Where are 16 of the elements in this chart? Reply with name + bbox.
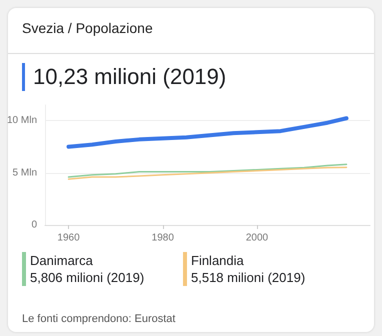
text: 5,806 milioni (2019) [30, 269, 144, 286]
chart-title: Svezia / Popolazione [22, 20, 153, 36]
text: Le fonti comprendono: Eurostat [22, 313, 176, 325]
x-tick-label: 1960 [57, 232, 80, 244]
x-tick-label: 1980 [152, 232, 174, 244]
chart-subtitle: 10,23 milioni (2019) [22, 63, 226, 91]
legend-label: Finlandia [191, 252, 245, 269]
legend-label: Danimarca [30, 252, 94, 269]
x-tick-label: 2000 [246, 232, 269, 244]
y-tick-label: 10 Mln [6, 115, 37, 126]
y-tick-label: 0 [31, 220, 38, 230]
text: 5,518 milioni (2019) [191, 269, 306, 286]
line-series [66, 116, 348, 149]
y-tick-label: 5 Mln [12, 167, 37, 178]
line-series [68, 164, 348, 178]
line-series [68, 166, 348, 180]
